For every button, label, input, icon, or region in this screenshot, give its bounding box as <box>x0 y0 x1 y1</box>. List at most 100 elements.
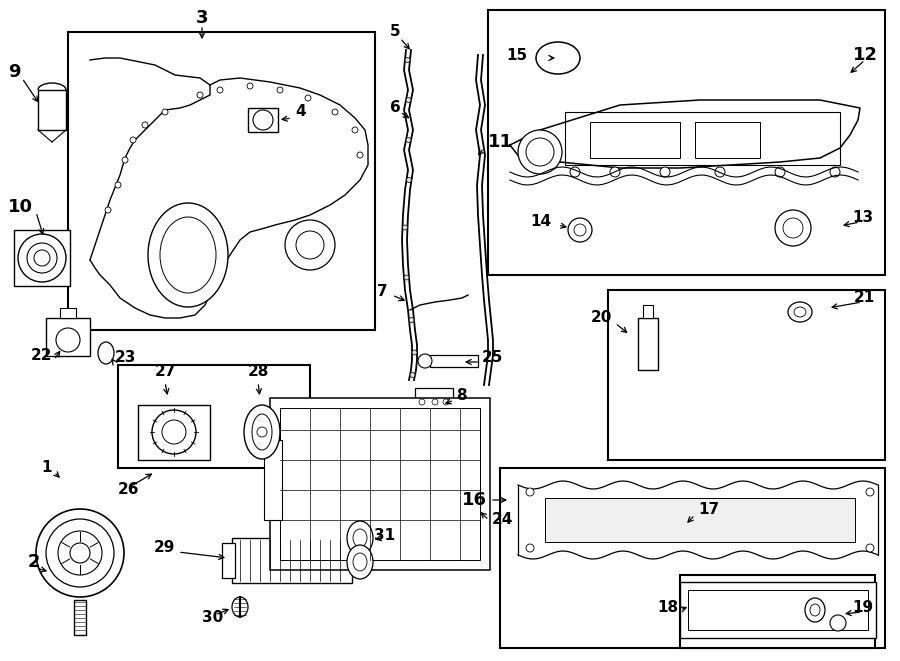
Text: 5: 5 <box>390 24 400 40</box>
Circle shape <box>412 350 417 355</box>
Bar <box>500 468 885 648</box>
Text: 1: 1 <box>41 461 52 475</box>
Text: 23: 23 <box>115 350 137 366</box>
Ellipse shape <box>788 302 812 322</box>
Bar <box>695 122 760 158</box>
Circle shape <box>56 328 80 352</box>
Ellipse shape <box>783 218 803 238</box>
Circle shape <box>866 544 874 552</box>
Bar <box>232 538 352 583</box>
Text: 6: 6 <box>390 100 400 116</box>
Text: 10: 10 <box>8 198 33 216</box>
Circle shape <box>406 137 411 143</box>
Bar <box>688 590 868 630</box>
Ellipse shape <box>252 414 272 450</box>
Ellipse shape <box>794 307 806 317</box>
Ellipse shape <box>353 553 367 571</box>
Circle shape <box>404 275 409 280</box>
Circle shape <box>407 178 411 182</box>
Circle shape <box>526 488 534 496</box>
Ellipse shape <box>810 604 820 616</box>
Text: 2: 2 <box>28 553 40 571</box>
Ellipse shape <box>574 224 586 236</box>
Ellipse shape <box>244 405 280 459</box>
Text: 4: 4 <box>295 104 306 120</box>
Circle shape <box>402 225 408 230</box>
Circle shape <box>432 399 438 405</box>
Bar <box>270 398 490 570</box>
Circle shape <box>46 519 114 587</box>
Circle shape <box>830 167 840 177</box>
Circle shape <box>58 531 102 575</box>
Text: 12: 12 <box>853 46 878 64</box>
Text: 30: 30 <box>202 611 223 625</box>
Bar <box>680 575 875 648</box>
Circle shape <box>526 138 554 166</box>
Bar <box>60 308 76 318</box>
Circle shape <box>419 399 425 405</box>
Text: 25: 25 <box>482 350 503 366</box>
Circle shape <box>409 317 414 323</box>
Ellipse shape <box>160 217 216 293</box>
Bar <box>488 10 885 275</box>
Circle shape <box>122 157 128 163</box>
Circle shape <box>70 543 90 563</box>
Circle shape <box>152 410 196 454</box>
Circle shape <box>285 220 335 270</box>
Text: 11: 11 <box>488 133 513 151</box>
Circle shape <box>162 420 186 444</box>
Ellipse shape <box>536 42 580 74</box>
Text: 21: 21 <box>854 290 875 305</box>
Circle shape <box>866 488 874 496</box>
Ellipse shape <box>98 342 114 364</box>
Bar <box>643 305 653 318</box>
Circle shape <box>130 137 136 143</box>
Text: 16: 16 <box>462 491 487 509</box>
Bar <box>248 108 278 132</box>
Ellipse shape <box>347 521 373 555</box>
Bar <box>415 388 453 415</box>
Circle shape <box>105 207 111 213</box>
Text: 17: 17 <box>698 502 719 518</box>
Circle shape <box>197 92 203 98</box>
Circle shape <box>253 110 273 130</box>
Circle shape <box>418 354 432 368</box>
Circle shape <box>410 373 415 377</box>
Text: 9: 9 <box>8 63 21 81</box>
Text: 20: 20 <box>590 311 612 325</box>
Circle shape <box>332 109 338 115</box>
Bar <box>565 112 840 165</box>
Ellipse shape <box>148 203 228 307</box>
Bar <box>14 230 70 286</box>
Text: 27: 27 <box>154 364 176 379</box>
Bar <box>46 318 90 356</box>
Ellipse shape <box>775 210 811 246</box>
Circle shape <box>34 250 50 266</box>
Text: 18: 18 <box>657 600 678 615</box>
Bar <box>222 543 235 578</box>
Bar <box>264 440 282 520</box>
Circle shape <box>526 544 534 552</box>
Circle shape <box>443 399 449 405</box>
Bar <box>280 408 480 560</box>
Bar <box>68 32 375 330</box>
Text: 28: 28 <box>248 364 269 379</box>
Circle shape <box>27 243 57 273</box>
Circle shape <box>775 167 785 177</box>
Circle shape <box>570 167 580 177</box>
Bar <box>542 48 574 64</box>
Circle shape <box>36 509 124 597</box>
Text: 13: 13 <box>852 210 873 225</box>
Text: 3: 3 <box>196 9 208 27</box>
Circle shape <box>277 87 283 93</box>
Text: 8: 8 <box>456 387 466 403</box>
Bar <box>430 355 478 367</box>
Circle shape <box>405 58 410 63</box>
Bar <box>680 582 876 638</box>
Circle shape <box>162 109 168 115</box>
Circle shape <box>115 182 121 188</box>
Circle shape <box>406 98 411 102</box>
Ellipse shape <box>353 529 367 547</box>
Text: 14: 14 <box>530 215 551 229</box>
Text: 22: 22 <box>31 348 52 364</box>
